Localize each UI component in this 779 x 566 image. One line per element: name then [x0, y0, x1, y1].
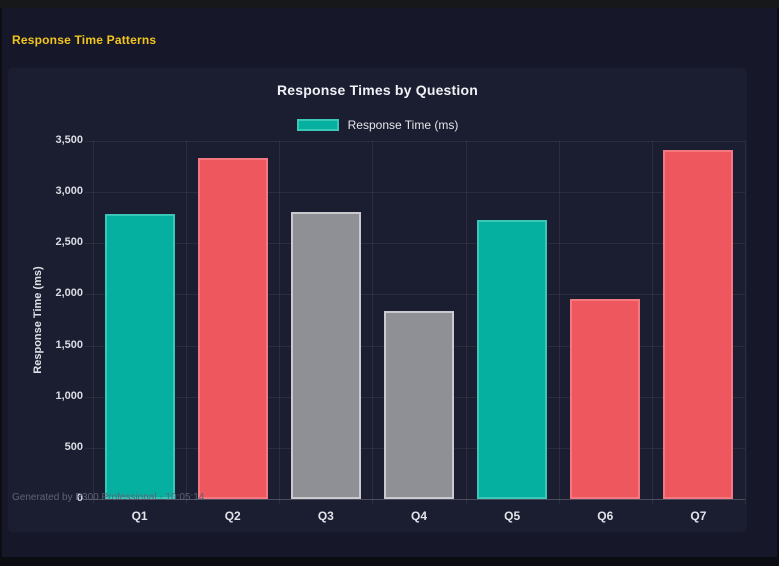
y-tick-label-0: 0: [76, 492, 83, 504]
gridline-y-3500: [85, 141, 745, 142]
gridline-y-2000: [85, 294, 745, 296]
y-tick-label-2000: 2,000: [55, 287, 83, 300]
gridline-x-1: [186, 141, 188, 504]
chart-title: Response Times by Question: [277, 82, 478, 98]
y-tick-label-2500: 2,500: [55, 236, 83, 249]
gridline-y-2500: [85, 243, 745, 245]
gridline-x-4: [465, 141, 467, 504]
bar-q7[interactable]: [663, 150, 734, 499]
x-tick-label-q2: Q2: [224, 509, 241, 523]
gridline-x-6: [651, 141, 653, 504]
app-window: Response Time Patterns Response Times by…: [2, 8, 777, 557]
x-tick-label-q4: Q4: [410, 509, 427, 523]
y-tick-label-1500: 1,500: [55, 338, 83, 351]
chart-card: Response Times by Question Response Time…: [8, 68, 747, 532]
footer-status-text: Generated by P300 Professional - 10:05:1…: [12, 492, 205, 503]
gridline-y-3000: [85, 192, 745, 194]
gridline-x-3: [372, 141, 374, 504]
x-tick-label-q3: Q3: [317, 509, 334, 523]
x-tick-label-q6: Q6: [597, 509, 614, 523]
bar-q1[interactable]: [104, 213, 175, 499]
bar-q5[interactable]: [477, 219, 548, 499]
y-tick-label-3500: 3,500: [55, 134, 83, 146]
bar-q4[interactable]: [384, 310, 454, 499]
gridline-y-0: [85, 499, 745, 500]
bar-q6[interactable]: [570, 298, 641, 499]
gridline-x-2: [279, 141, 281, 504]
x-tick-label-q5: Q5: [504, 509, 521, 523]
gridline-x-7: [745, 141, 746, 504]
window-title-bar: [0, 0, 779, 8]
gridline-x-5: [558, 141, 560, 504]
chart-legend: Response Time (ms): [8, 116, 747, 134]
legend-item-response-time[interactable]: Response Time (ms): [296, 118, 459, 132]
legend-swatch-icon: [296, 119, 339, 131]
y-tick-label-3000: 3,000: [55, 185, 83, 198]
plot-area: 0 500 1,000 1,500 2,000 2,500 3,000 3,500 Q1 Q2 Q3…: [8, 68, 747, 532]
y-tick-label-1000: 1,000: [55, 389, 83, 402]
page-title: Response Time Patterns: [12, 33, 157, 47]
x-tick-label-q7: Q7: [690, 509, 707, 523]
y-tick-label-500: 500: [64, 440, 83, 453]
legend-label: Response Time (ms): [347, 118, 459, 132]
bar-q2[interactable]: [197, 158, 268, 499]
bar-q3[interactable]: [290, 211, 361, 499]
x-tick-label-q1: Q1: [131, 509, 148, 523]
gridline-x-0: [93, 141, 94, 504]
